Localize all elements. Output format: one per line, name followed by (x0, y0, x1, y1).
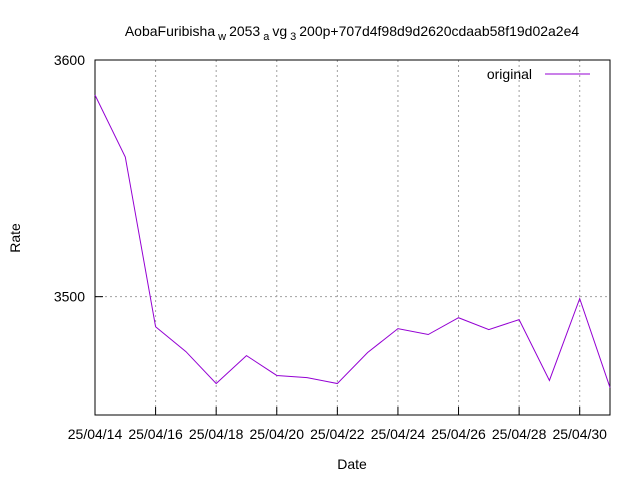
y-tick-label: 3500 (54, 289, 85, 305)
title-part: AobaFuribisha (125, 23, 215, 39)
x-axis-label: Date (337, 456, 367, 472)
plot-border (94, 59, 611, 416)
data-line (94, 94, 611, 388)
legend-label: original (487, 66, 532, 82)
y-tick-label: 3600 (54, 52, 85, 68)
x-tick-label: 25/04/28 (492, 426, 547, 442)
title-subscript: 3 (290, 31, 296, 43)
x-tick-label: 25/04/22 (310, 426, 365, 442)
x-tick-label: 25/04/24 (371, 426, 426, 442)
title-subscript: w (217, 31, 226, 43)
title-subscript: a (263, 31, 270, 43)
x-tick-label: 25/04/16 (128, 426, 183, 442)
chart-title: AobaFuribisha w 2053 a vg 3 200p+707d4f98d9d26… (125, 23, 580, 43)
x-tick-label: 25/04/20 (250, 426, 305, 442)
x-tick-label: 25/04/26 (431, 426, 486, 442)
y-axis-label: Rate (7, 223, 23, 253)
x-tick-label: 25/04/14 (68, 426, 123, 442)
title-part: 200p+707d4f98d9d2620cdaab58f19d02a2e4 (299, 23, 579, 39)
x-tick-label: 25/04/18 (189, 426, 244, 442)
x-tick-label: 25/04/30 (552, 426, 607, 442)
title-part: vg (272, 23, 287, 39)
title-part: 2053 (229, 23, 260, 39)
